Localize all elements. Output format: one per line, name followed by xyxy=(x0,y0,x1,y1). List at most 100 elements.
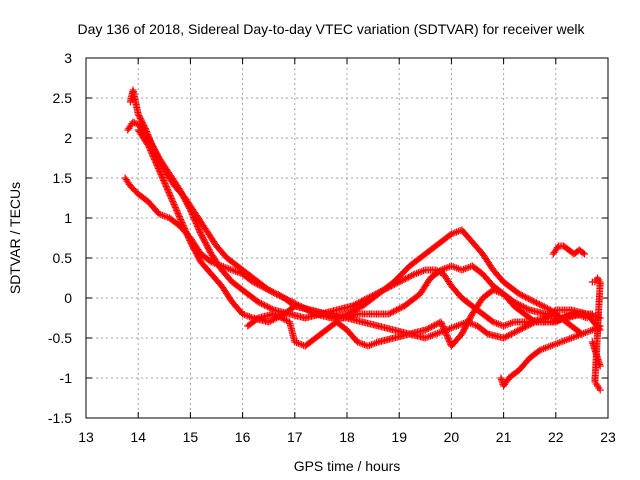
x-tick-label: 14 xyxy=(130,429,146,445)
data-point xyxy=(537,301,545,309)
data-point xyxy=(543,304,551,312)
data-point xyxy=(356,304,364,312)
data-point xyxy=(579,249,587,257)
data-point xyxy=(184,232,192,240)
data-point xyxy=(275,312,283,320)
data-point xyxy=(261,301,269,309)
data-point xyxy=(271,289,279,297)
data-point xyxy=(509,329,517,337)
data-point xyxy=(195,226,203,233)
data-point xyxy=(158,174,166,181)
data-point xyxy=(555,316,563,324)
data-point xyxy=(389,308,397,316)
data-point xyxy=(526,296,534,304)
data-point xyxy=(279,293,287,301)
data-point xyxy=(155,166,163,174)
data-point xyxy=(192,218,200,226)
data-point xyxy=(159,175,167,183)
data-point xyxy=(408,272,416,280)
data-point xyxy=(146,145,154,153)
data-point xyxy=(162,183,170,190)
x-tick-label: 17 xyxy=(287,429,303,445)
data-point xyxy=(534,300,542,308)
data-point xyxy=(145,134,153,142)
data-point xyxy=(156,168,164,175)
data-point xyxy=(436,267,444,275)
data-point xyxy=(529,297,537,305)
y-tick-label: 0.5 xyxy=(53,250,73,266)
data-point xyxy=(153,162,161,169)
y-tick-label: 0 xyxy=(64,290,72,306)
data-point xyxy=(141,125,149,133)
data-point xyxy=(440,324,448,332)
y-tick-labels: -1.5 -1 -0.5 0 0.5 1 1.5 2 2.5 3 xyxy=(48,50,72,426)
x-tick-label: 16 xyxy=(235,429,251,445)
data-point xyxy=(262,302,270,310)
data-point xyxy=(152,159,160,166)
data-point xyxy=(281,316,289,324)
data-point xyxy=(143,129,151,137)
data-point xyxy=(193,221,201,229)
data-point xyxy=(177,217,185,225)
data-point xyxy=(277,292,285,300)
data-point xyxy=(180,223,188,231)
data-point xyxy=(561,313,569,321)
data-point xyxy=(191,217,199,224)
data-point xyxy=(396,304,404,312)
data-point xyxy=(503,332,511,340)
data-point xyxy=(264,303,272,311)
x-tick-label: 15 xyxy=(183,429,199,445)
data-point xyxy=(265,304,273,312)
y-tick-label: -0.5 xyxy=(48,330,72,346)
data-point xyxy=(256,299,264,307)
axis-ticks xyxy=(85,57,609,419)
y-tick-label: 1 xyxy=(64,210,72,226)
data-point xyxy=(172,205,180,213)
data-point xyxy=(164,186,172,193)
data-point xyxy=(523,294,531,302)
data-point xyxy=(560,314,568,322)
data-point xyxy=(423,325,431,333)
data-point xyxy=(182,228,190,235)
data-point xyxy=(160,178,168,186)
data-point xyxy=(525,295,533,303)
data-point xyxy=(192,220,200,227)
data-point xyxy=(280,294,288,302)
data-point xyxy=(173,207,181,214)
data-point xyxy=(431,321,439,329)
data-point xyxy=(522,323,530,331)
x-tick-labels: 13 14 15 16 17 18 19 20 21 22 23 xyxy=(78,429,616,445)
data-point xyxy=(563,312,571,320)
data-point xyxy=(276,313,284,321)
data-point xyxy=(388,308,396,316)
y-tick-label: 3 xyxy=(64,50,72,66)
data-point xyxy=(171,204,179,211)
data-point xyxy=(507,330,515,338)
data-point xyxy=(446,231,454,239)
data-point xyxy=(147,148,155,156)
data-point xyxy=(144,131,152,139)
x-tick-label: 18 xyxy=(339,429,355,445)
data-point xyxy=(405,273,413,281)
data-point xyxy=(147,147,155,154)
data-point xyxy=(523,304,531,312)
data-point xyxy=(265,286,273,294)
data-point xyxy=(409,271,417,279)
data-point xyxy=(152,160,160,168)
data-point xyxy=(385,310,393,318)
data-point xyxy=(268,288,276,296)
y-axis-title: SDTVAR / TECUs xyxy=(7,182,23,294)
data-point xyxy=(539,302,547,310)
data-point xyxy=(437,318,445,326)
data-point xyxy=(266,317,274,325)
data-point xyxy=(443,333,451,341)
data-point xyxy=(532,299,540,307)
y-tick-label: 2.5 xyxy=(53,90,73,106)
data-point xyxy=(273,290,281,298)
data-point xyxy=(177,216,185,223)
data-point xyxy=(403,274,411,282)
data-point xyxy=(145,144,153,151)
data-point xyxy=(397,304,405,312)
data-point xyxy=(173,208,181,216)
data-point xyxy=(181,226,189,234)
